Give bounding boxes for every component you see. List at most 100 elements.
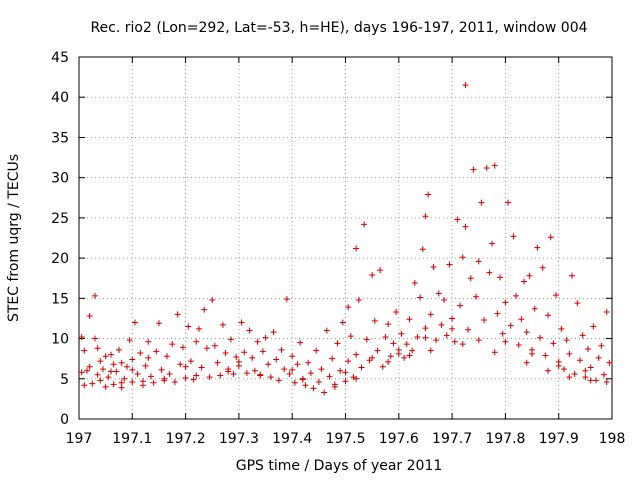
data-point-plus-marker	[273, 356, 280, 363]
data-point-plus-marker	[259, 348, 266, 355]
data-point-plus-marker	[598, 342, 605, 349]
data-point-plus-marker	[374, 347, 381, 354]
data-point-plus-marker	[158, 366, 165, 373]
data-point-plus-marker	[593, 377, 600, 384]
data-point-plus-marker	[518, 316, 525, 323]
data-point-plus-marker	[153, 348, 160, 355]
data-point-plus-marker	[457, 302, 464, 309]
data-point-plus-marker	[358, 364, 365, 371]
data-point-plus-marker	[166, 370, 173, 377]
data-point-plus-marker	[102, 353, 109, 360]
data-point-plus-marker	[385, 358, 392, 365]
data-point-plus-marker	[307, 370, 314, 377]
data-point-plus-marker	[395, 346, 402, 353]
data-point-plus-marker	[321, 389, 328, 396]
data-point-plus-marker	[462, 223, 469, 230]
data-point-plus-marker	[478, 199, 485, 206]
data-point-plus-marker	[94, 345, 101, 352]
data-point-plus-marker	[113, 368, 120, 375]
data-point-plus-marker	[355, 296, 362, 303]
data-point-plus-marker	[339, 319, 346, 326]
data-point-plus-marker	[297, 339, 304, 346]
data-point-plus-marker	[86, 313, 93, 320]
data-point-plus-marker	[579, 332, 586, 339]
data-point-plus-marker	[387, 353, 394, 360]
data-point-plus-marker	[118, 379, 125, 386]
data-point-plus-marker	[550, 340, 557, 347]
data-point-plus-marker	[353, 375, 360, 382]
data-point-plus-marker	[401, 354, 408, 361]
y-tick-label: 30	[51, 171, 69, 187]
data-point-plus-marker	[465, 326, 472, 333]
data-point-plus-marker	[110, 381, 117, 388]
data-point-plus-marker	[83, 367, 90, 374]
data-point-plus-marker	[318, 366, 325, 373]
x-tick-label: 197.1	[112, 431, 152, 447]
data-point-plus-marker	[510, 233, 517, 240]
data-point-plus-marker	[449, 325, 456, 332]
data-point-plus-marker	[265, 361, 272, 368]
data-point-plus-marker	[505, 199, 512, 206]
data-point-plus-marker	[459, 341, 466, 348]
data-point-plus-marker	[523, 359, 530, 366]
x-axis-label: GPS time / Days of year 2011	[236, 458, 443, 474]
data-point-plus-marker	[193, 372, 200, 379]
data-point-plus-marker	[281, 366, 288, 373]
data-point-plus-marker	[382, 333, 389, 340]
data-point-plus-marker	[267, 374, 274, 381]
data-point-plus-marker	[203, 345, 210, 352]
data-point-plus-marker	[243, 370, 250, 377]
data-point-plus-marker	[233, 354, 240, 361]
data-point-plus-marker	[361, 221, 368, 228]
data-point-plus-marker	[105, 374, 112, 381]
data-point-plus-marker	[227, 336, 234, 343]
y-axis-label: STEC from uqrg / TECUs	[6, 154, 22, 322]
data-point-plus-marker	[443, 332, 450, 339]
axis-ticks: 197 197.1 197.2 197.3 197.4 197.5 197.6 197.7 19…	[51, 50, 625, 447]
data-point-plus-marker	[523, 329, 530, 336]
data-point-plus-marker	[491, 349, 498, 356]
data-point-plus-marker	[577, 357, 584, 364]
y-tick-label: 5	[60, 372, 69, 388]
data-point-plus-marker	[209, 296, 216, 303]
data-point-plus-marker	[177, 361, 184, 368]
data-point-plus-marker	[238, 319, 245, 326]
data-point-plus-marker	[155, 320, 162, 327]
data-point-plus-marker	[507, 322, 514, 329]
data-point-plus-marker	[403, 341, 410, 348]
data-point-plus-marker	[422, 325, 429, 332]
y-tick-label: 10	[51, 332, 69, 348]
data-point-plus-marker	[222, 350, 229, 357]
data-point-plus-marker	[121, 375, 128, 382]
data-point-plus-marker	[574, 300, 581, 307]
data-point-plus-marker	[449, 315, 456, 322]
data-point-plus-marker	[131, 319, 138, 326]
data-point-plus-marker	[225, 368, 232, 375]
data-point-plus-marker	[110, 361, 117, 368]
data-point-plus-marker	[582, 374, 589, 381]
data-point-plus-marker	[187, 358, 194, 365]
y-tick-label: 0	[60, 412, 69, 428]
data-point-plus-marker	[502, 338, 509, 345]
data-point-plus-marker	[134, 370, 141, 377]
data-point-plus-marker	[278, 346, 285, 353]
data-point-plus-marker	[139, 378, 146, 385]
data-point-plus-marker	[291, 379, 298, 386]
data-point-plus-marker	[270, 329, 277, 336]
data-point-plus-marker	[377, 267, 384, 274]
data-point-plus-marker	[195, 325, 202, 332]
data-point-plus-marker	[169, 341, 176, 348]
data-point-plus-marker	[302, 382, 309, 389]
data-point-plus-marker	[91, 335, 98, 342]
data-point-plus-marker	[230, 370, 237, 377]
data-point-plus-marker	[326, 373, 333, 380]
data-point-plus-marker	[289, 366, 296, 373]
data-point-plus-marker	[531, 305, 538, 312]
data-point-plus-marker	[182, 363, 189, 370]
data-point-plus-marker	[283, 296, 290, 303]
data-point-plus-marker	[427, 311, 434, 318]
data-point-plus-marker	[182, 374, 189, 381]
data-point-plus-marker	[451, 338, 458, 345]
data-point-plus-marker	[595, 354, 602, 361]
y-tick-label: 35	[51, 130, 69, 146]
